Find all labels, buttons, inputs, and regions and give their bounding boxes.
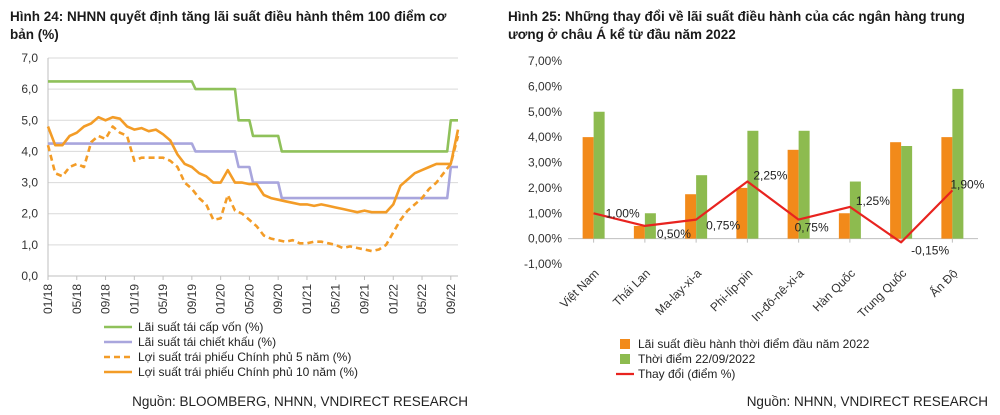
bar-chart: -1,00% 0,00% 1,00% 2,00% 3,00% 4,00% 5,00% 6,00… <box>524 54 985 381</box>
x-tick-label: 05/22 <box>415 284 429 314</box>
y-tick-label: 2,0 <box>21 207 38 221</box>
x-tick-label: 01/18 <box>41 284 55 314</box>
x-tick-label: Hàn Quốc <box>810 266 858 314</box>
y-tick-label: -1,00% <box>524 257 562 271</box>
x-tick-label: 01/19 <box>127 284 141 314</box>
x-tick-label: In-đô-nê-xi-a <box>749 266 807 324</box>
series-line <box>46 115 460 214</box>
change-data-label: 1,90% <box>950 177 984 191</box>
bar-sept-2022 <box>901 146 913 239</box>
x-tick-label: Phi-líp-pin <box>707 266 755 314</box>
change-data-label: 0,75% <box>795 221 829 235</box>
y-tick-label: 6,00% <box>528 79 562 93</box>
left-chart-panel: Hình 24: NHNN quyết định tăng lãi suất đ… <box>0 0 480 415</box>
bar-start-2022 <box>736 187 748 239</box>
legend-swatch <box>620 354 630 364</box>
x-tick-label: Ma-lay-xi-a <box>652 266 704 318</box>
right-chart-panel: Hình 25: Những thay đổi về lãi suất điều… <box>500 0 1000 415</box>
legend-label: Lãi suất tái chiết khấu (%) <box>138 335 276 349</box>
series-line <box>46 125 460 253</box>
y-tick-label: 0,00% <box>528 232 562 246</box>
x-tick-label: Thái Lan <box>610 266 653 309</box>
bar-start-2022 <box>685 194 697 239</box>
bar-start-2022 <box>838 213 850 239</box>
x-tick-label: 09/21 <box>357 284 371 314</box>
line-chart: 0,0 1,0 2,0 3,0 4,0 5,0 6,0 7,0 01/18 05/18 09/18 0… <box>21 51 460 379</box>
y-tick-label: 4,00% <box>528 130 562 144</box>
legend-label: Lợi suất trái phiếu Chính phủ 5 năm (%) <box>138 350 351 364</box>
legend-label: Thay đổi (điểm %) <box>638 367 735 381</box>
bar-start-2022 <box>633 225 645 239</box>
bar-sept-2022 <box>798 130 810 239</box>
legend-label: Lợi suất trái phiếu Chính phủ 10 năm (%) <box>138 365 358 379</box>
y-tick-label: 0,0 <box>21 269 38 283</box>
change-data-label: 1,00% <box>606 206 640 220</box>
x-tick-label: 09/20 <box>271 284 285 314</box>
bar-start-2022 <box>787 149 799 239</box>
y-tick-label: 5,0 <box>21 113 38 127</box>
chart-source: Nguồn: NHNN, VNDIRECT RESEARCH <box>746 394 988 409</box>
change-data-label: 1,25% <box>856 194 890 208</box>
y-tick-label: 2,00% <box>528 181 562 195</box>
y-tick-label: 1,0 <box>21 238 38 252</box>
change-line <box>593 180 954 244</box>
x-tick-label: 05/20 <box>242 284 256 314</box>
x-tick-label: 05/18 <box>70 284 84 314</box>
x-tick-label: 09/18 <box>99 284 113 314</box>
change-data-label: 0,50% <box>657 227 691 241</box>
change-data-label: 0,75% <box>706 219 740 233</box>
series-line <box>48 80 458 153</box>
chart-title: Hình 25: Những thay đổi về lãi suất điều… <box>508 9 965 42</box>
y-tick-label: 1,00% <box>528 206 562 220</box>
series-line <box>48 142 458 200</box>
change-data-label: -0,15% <box>911 243 949 257</box>
x-tick-label: 05/21 <box>329 284 343 314</box>
legend-label: Thời điểm 22/09/2022 <box>638 352 756 366</box>
y-tick-label: 4,0 <box>21 144 38 158</box>
chart-title: Hình 24: NHNN quyết định tăng lãi suất đ… <box>10 9 447 42</box>
bar-sept-2022 <box>593 111 605 239</box>
legend-label: Lãi suất tái cấp vốn (%) <box>138 320 263 334</box>
x-tick-label: Trung Quốc <box>855 266 909 320</box>
x-tick-label: 01/22 <box>386 284 400 314</box>
bar-start-2022 <box>890 142 902 239</box>
x-tick-label: 05/19 <box>156 284 170 314</box>
y-tick-label: 6,0 <box>21 82 38 96</box>
x-tick-label: Ấn Độ <box>926 265 960 299</box>
legend-swatch <box>620 339 630 349</box>
y-tick-label: 7,0 <box>21 51 38 65</box>
y-tick-label: 3,0 <box>21 176 38 190</box>
y-tick-label: 5,00% <box>528 105 562 119</box>
y-tick-label: 3,00% <box>528 156 562 170</box>
chart-source: Nguồn: BLOOMBERG, NHNN, VNDIRECT RESEARC… <box>132 394 468 409</box>
x-tick-label: 09/22 <box>444 284 458 314</box>
bar-start-2022 <box>941 137 953 239</box>
bar-sept-2022 <box>952 88 964 239</box>
y-tick-label: 7,00% <box>528 54 562 68</box>
x-tick-label: 01/21 <box>300 284 314 314</box>
bar-sept-2022 <box>696 175 708 239</box>
legend-label: Lãi suất điều hành thời điểm đầu năm 202… <box>638 337 870 351</box>
x-tick-label: Việt Nam <box>557 266 602 311</box>
x-tick-label: 01/20 <box>214 284 228 314</box>
x-tick-label: 09/19 <box>185 284 199 314</box>
bar-start-2022 <box>582 137 594 239</box>
change-data-label: 2,25% <box>753 169 787 183</box>
